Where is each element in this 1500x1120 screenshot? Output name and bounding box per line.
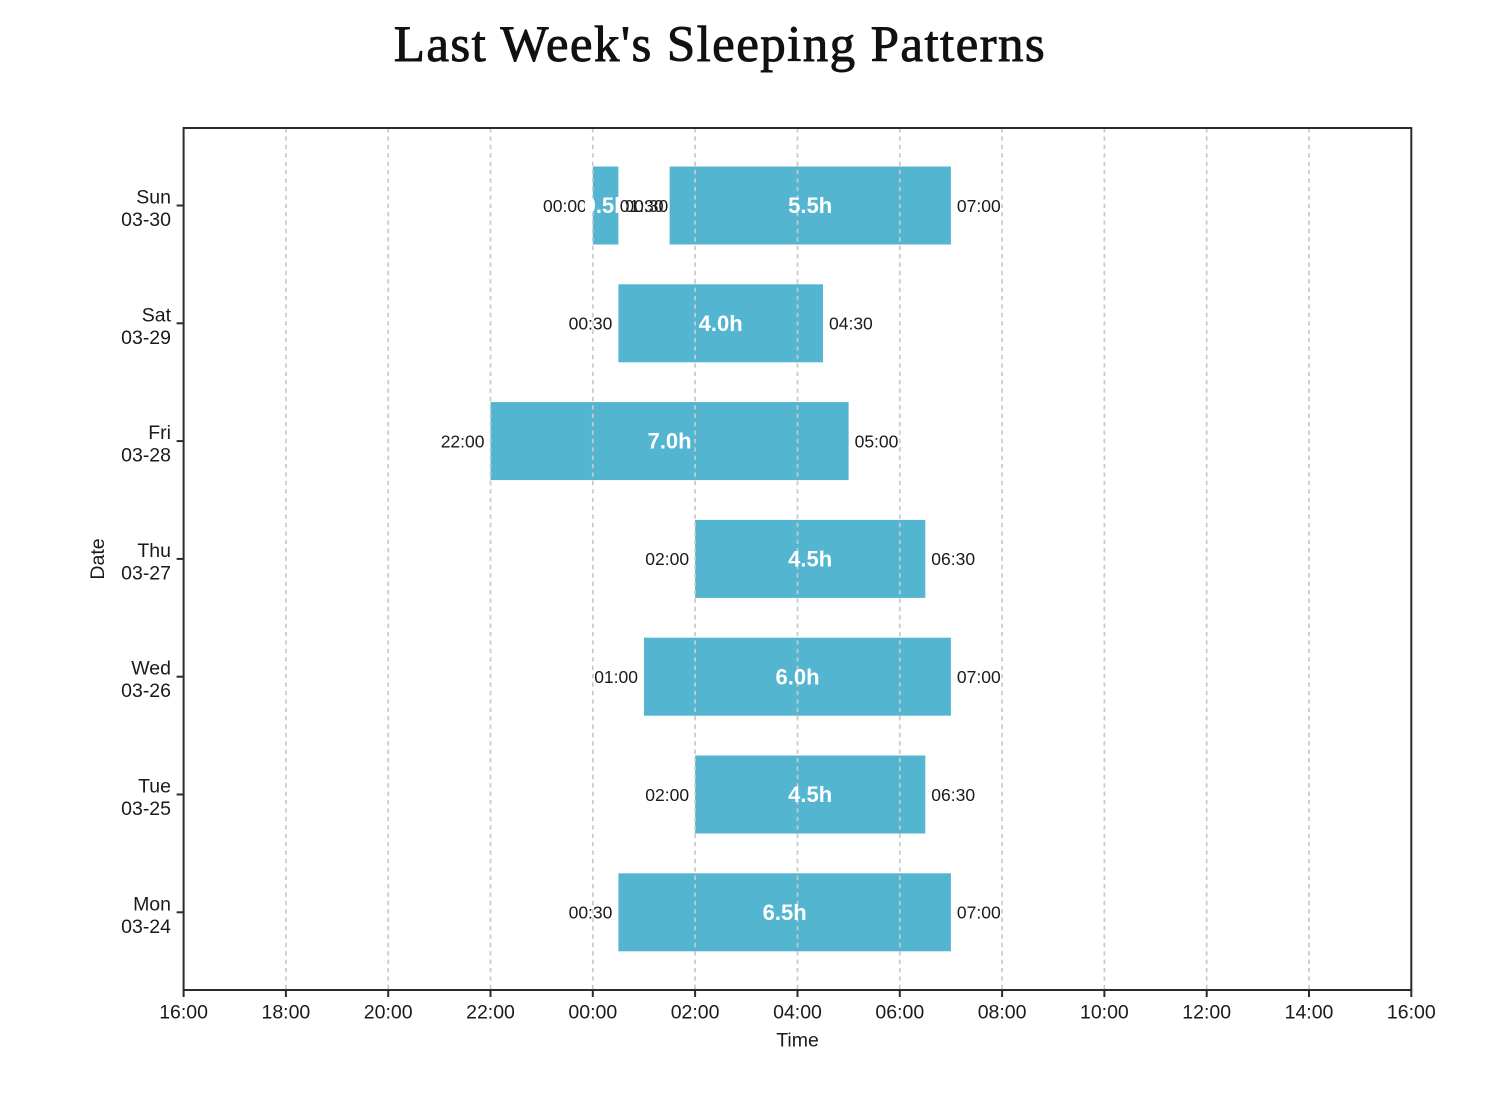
svg-text:7.0h: 7.0h (648, 429, 692, 454)
svg-text:6.5h: 6.5h (763, 900, 807, 925)
svg-text:07:00: 07:00 (957, 903, 1001, 923)
svg-text:06:00: 06:00 (875, 1002, 924, 1024)
svg-text:10:00: 10:00 (1080, 1002, 1129, 1024)
svg-text:04:30: 04:30 (829, 314, 873, 334)
svg-text:4.5h: 4.5h (788, 547, 832, 572)
svg-text:22:00: 22:00 (466, 1002, 515, 1024)
svg-text:07:00: 07:00 (957, 667, 1001, 687)
svg-text:02:00: 02:00 (671, 1002, 720, 1024)
svg-text:03-28: 03-28 (121, 445, 171, 467)
svg-text:03-24: 03-24 (121, 916, 171, 938)
svg-text:Mon: Mon (133, 893, 171, 915)
svg-text:Tue: Tue (138, 776, 171, 798)
svg-text:04:00: 04:00 (773, 1002, 822, 1024)
svg-text:00:00: 00:00 (543, 196, 587, 216)
svg-text:6.0h: 6.0h (775, 664, 819, 689)
svg-text:Time: Time (776, 1030, 819, 1052)
svg-text:Fri: Fri (148, 422, 171, 444)
svg-text:00:30: 00:30 (624, 196, 668, 216)
svg-text:14:00: 14:00 (1285, 1002, 1334, 1024)
svg-text:Wed: Wed (131, 658, 171, 680)
svg-text:03-30: 03-30 (121, 209, 171, 231)
svg-text:Last Week's Sleeping Patterns: Last Week's Sleeping Patterns (394, 17, 1046, 73)
svg-text:01:00: 01:00 (594, 667, 638, 687)
svg-text:00:00: 00:00 (568, 1002, 617, 1024)
svg-text:03-26: 03-26 (121, 680, 171, 702)
svg-text:20:00: 20:00 (364, 1002, 413, 1024)
svg-text:Sat: Sat (142, 304, 172, 326)
svg-text:07:00: 07:00 (957, 196, 1001, 216)
svg-text:03-27: 03-27 (121, 562, 171, 584)
svg-text:02:00: 02:00 (645, 549, 689, 569)
svg-text:12:00: 12:00 (1182, 1002, 1231, 1024)
svg-text:08:00: 08:00 (978, 1002, 1027, 1024)
svg-text:00:30: 00:30 (569, 903, 613, 923)
svg-text:22:00: 22:00 (441, 431, 485, 451)
svg-text:Thu: Thu (137, 540, 171, 562)
svg-text:06:30: 06:30 (931, 549, 975, 569)
svg-text:4.5h: 4.5h (788, 782, 832, 807)
svg-text:16:00: 16:00 (1387, 1002, 1436, 1024)
svg-text:01:30: 01:30 (620, 196, 664, 216)
svg-text:16:00: 16:00 (159, 1002, 208, 1024)
svg-text:0.5h: 0.5h (584, 193, 628, 218)
svg-text:03-29: 03-29 (121, 327, 171, 349)
svg-text:06:30: 06:30 (931, 785, 975, 805)
svg-text:03-25: 03-25 (121, 798, 171, 820)
svg-text:02:00: 02:00 (645, 785, 689, 805)
svg-text:Sun: Sun (136, 187, 171, 209)
svg-text:05:00: 05:00 (855, 431, 899, 451)
svg-text:4.0h: 4.0h (699, 311, 743, 336)
svg-text:18:00: 18:00 (261, 1002, 310, 1024)
svg-text:5.5h: 5.5h (788, 193, 832, 218)
svg-text:00:30: 00:30 (569, 314, 613, 334)
svg-text:Date: Date (87, 538, 109, 579)
